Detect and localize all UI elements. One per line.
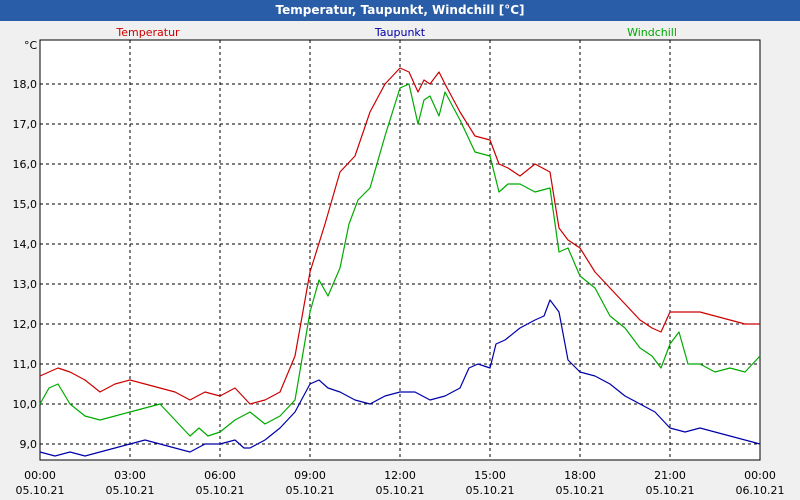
- x-tick-date-label: 05.10.21: [106, 484, 155, 497]
- y-tick-label: 18,0: [13, 78, 38, 91]
- y-tick-label: 11,0: [13, 358, 38, 371]
- series-line-temperatur: [39, 67, 760, 405]
- grid: [40, 40, 760, 460]
- x-tick-date-label: 05.10.21: [196, 484, 245, 497]
- x-tick-time-label: 06:00: [204, 469, 236, 482]
- series-lines: [39, 67, 761, 457]
- series-line-windchill: [39, 83, 761, 437]
- y-axis-unit: °C: [24, 39, 38, 52]
- y-tick-label: 13,0: [13, 278, 38, 291]
- x-tick-date-label: 05.10.21: [16, 484, 65, 497]
- x-tick-date-label: 05.10.21: [376, 484, 425, 497]
- x-tick-time-label: 21:00: [654, 469, 686, 482]
- x-tick-time-label: 15:00: [474, 469, 506, 482]
- series-line-taupunkt: [39, 299, 761, 457]
- x-tick-date-label: 05.10.21: [646, 484, 695, 497]
- x-tick-time-label: 09:00: [294, 469, 326, 482]
- y-tick-labels: 9,0 10,0 11,0 12,0 13,0 14,0 15,0 16,0 17,0 18,0: [13, 78, 38, 451]
- x-tick-labels: 00:00 05.10.21 03:00 05.10.21 06:00 05.10.21 0…: [16, 469, 785, 497]
- legend-temperatur: Temperatur: [115, 26, 180, 39]
- window-title: Temperatur, Taupunkt, Windchill [°C]: [0, 0, 800, 21]
- legend-windchill: Windchill: [627, 26, 677, 39]
- y-tick-label: 12,0: [13, 318, 38, 331]
- y-tick-label: 17,0: [13, 118, 38, 131]
- legend-taupunkt: Taupunkt: [374, 26, 426, 39]
- x-tick-time-label: 00:00: [24, 469, 56, 482]
- x-tick-time-label: 18:00: [564, 469, 596, 482]
- x-tick-time-label: 12:00: [384, 469, 416, 482]
- x-tick-time-label: 00:00: [744, 469, 776, 482]
- y-tick-label: 14,0: [13, 238, 38, 251]
- y-tick-label: 10,0: [13, 398, 38, 411]
- y-tick-label: 16,0: [13, 158, 38, 171]
- y-tick-label: 9,0: [20, 438, 38, 451]
- x-tick-date-label: 05.10.21: [466, 484, 515, 497]
- x-tick-date-label: 05.10.21: [286, 484, 335, 497]
- x-tick-time-label: 03:00: [114, 469, 146, 482]
- x-tick-date-label: 06.10.21: [736, 484, 785, 497]
- y-tick-label: 15,0: [13, 198, 38, 211]
- x-tick-date-label: 05.10.21: [556, 484, 605, 497]
